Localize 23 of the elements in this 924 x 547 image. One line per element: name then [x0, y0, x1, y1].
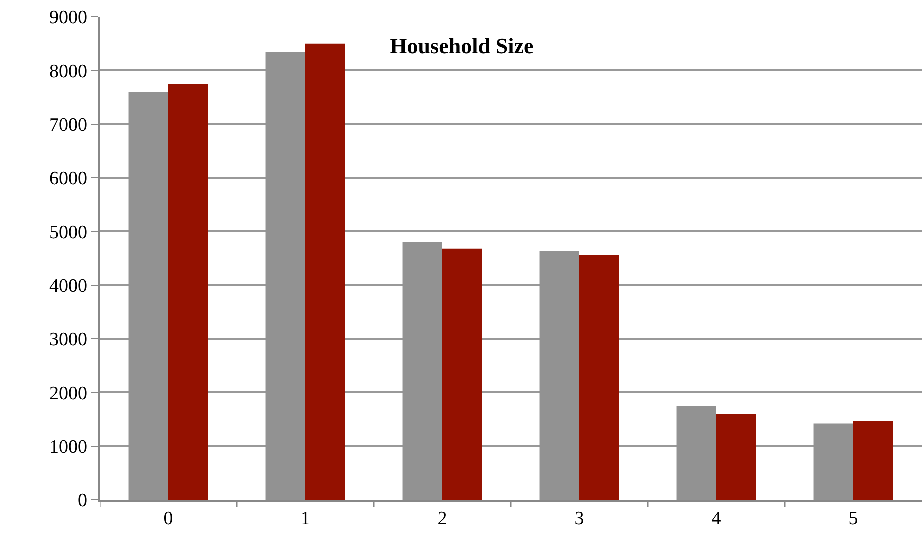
y-tick-label: 3000	[49, 330, 88, 351]
y-tick-label: 1000	[49, 436, 88, 458]
x-tick-label: 0	[164, 508, 174, 530]
y-tick-label: 2000	[49, 383, 88, 404]
bar	[580, 255, 620, 500]
y-tick-label: 0	[78, 490, 88, 512]
bar	[716, 414, 756, 500]
y-tick-label: 6000	[49, 168, 88, 190]
bar	[306, 44, 346, 500]
y-tick-label: 4000	[49, 276, 88, 297]
bar	[168, 84, 208, 500]
y-tick-label: 5000	[49, 222, 88, 244]
x-tick-label: 1	[300, 508, 310, 530]
bar	[854, 421, 894, 500]
x-tick-label: 4	[712, 508, 722, 530]
x-tick-label: 5	[848, 508, 858, 530]
y-tick-label: 8000	[49, 61, 88, 82]
y-tick-label: 9000	[49, 8, 88, 29]
y-tick-label: 7000	[49, 114, 88, 136]
x-tick-label: 3	[574, 508, 584, 530]
x-tick-label: 2	[438, 508, 448, 530]
text: Household Size	[390, 34, 534, 59]
bar	[442, 248, 482, 500]
